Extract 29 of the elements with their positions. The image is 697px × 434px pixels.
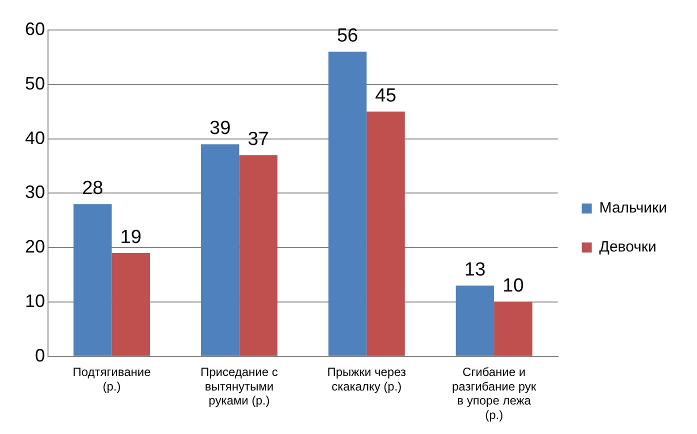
bar <box>74 204 112 356</box>
y-tick-label: 0 <box>35 345 46 366</box>
x-tick-label: Сгибание и разгибание рук в упоре лежа (р.) <box>452 364 537 422</box>
data-label: 39 <box>210 118 231 139</box>
bar <box>112 253 150 356</box>
data-label: 13 <box>464 259 486 280</box>
y-tick-label: 30 <box>24 182 46 202</box>
x-tick-label: Подтягивание (р.) <box>72 364 152 394</box>
data-label: 10 <box>502 276 524 297</box>
bar <box>200 144 240 356</box>
y-tick-label: 20 <box>24 236 46 257</box>
x-tick-label: Приседание с вытянутыми руками (р.) <box>200 364 278 408</box>
data-label: 37 <box>248 128 269 150</box>
data-label: 19 <box>120 226 142 248</box>
data-label: 45 <box>375 85 396 106</box>
y-tick-label: 50 <box>24 73 46 94</box>
data-label: 56 <box>336 25 358 46</box>
bar <box>328 52 367 356</box>
bar <box>494 302 532 356</box>
y-tick-label: 10 <box>24 290 46 311</box>
bar <box>456 286 494 356</box>
legend-label: Мальчики <box>599 200 668 217</box>
y-tick-label: 60 <box>24 18 46 39</box>
bar <box>366 112 405 356</box>
legend-label: Девочки <box>599 238 656 256</box>
data-label: 28 <box>82 178 104 199</box>
bar <box>239 155 278 356</box>
x-tick-label: Прыжки через скакалку (р.) <box>327 364 407 394</box>
y-tick-label: 40 <box>24 128 46 148</box>
